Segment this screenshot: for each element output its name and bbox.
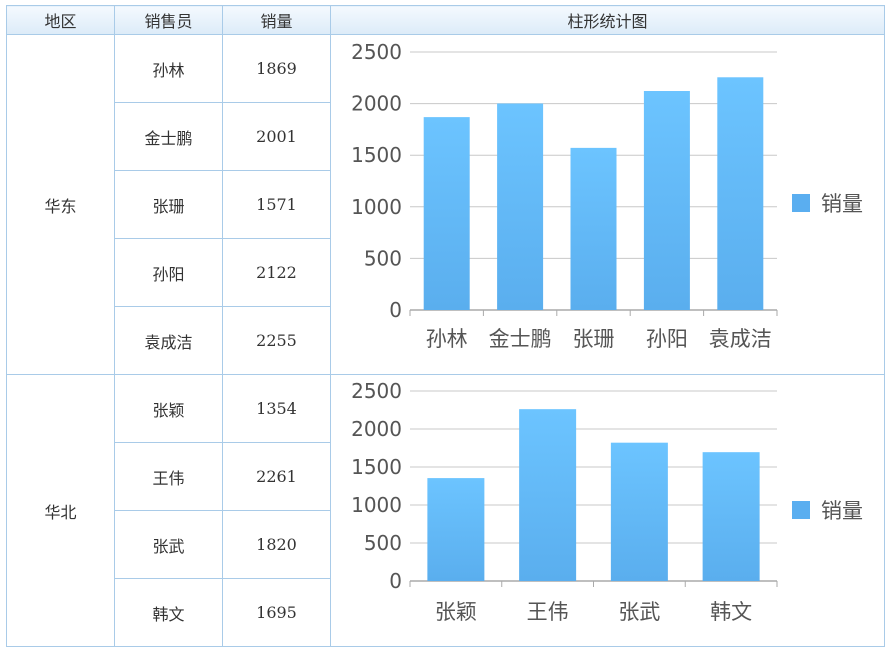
header-region: 地区	[6, 5, 115, 35]
region-cell: 华北	[6, 374, 115, 647]
bar	[643, 90, 690, 310]
region-cell: 华东	[6, 34, 115, 375]
x-category-label: 孙阳	[646, 327, 688, 351]
bar	[423, 116, 470, 310]
x-category-label: 张珊	[573, 327, 615, 351]
x-category-label: 张武	[618, 600, 660, 624]
sales-cell: 2261	[222, 442, 331, 511]
sales-cell: 1695	[222, 578, 331, 647]
sales-report-table: 地区 销售员 销量 柱形统计图 华东 孙林 1869 0 500 1000 1500 2…	[6, 5, 885, 647]
y-tick-label: 500	[364, 246, 402, 270]
bar	[570, 147, 617, 310]
x-category-label: 张颖	[435, 600, 477, 624]
y-tick-label: 1500	[351, 143, 402, 167]
header-chart: 柱形统计图	[330, 5, 885, 35]
table-row: 华东 孙林 1869 0 500 1000 1500 2000 2500 孙林 金士鹏 张珊 孙阳…	[6, 34, 885, 375]
y-tick-label: 1500	[351, 455, 402, 479]
y-tick-label: 2000	[351, 91, 402, 115]
sales-cell: 2001	[222, 102, 331, 171]
y-tick-label: 2500	[351, 379, 402, 403]
table-row: 袁成洁 2255	[7, 306, 885, 375]
salesperson-cell: 张珊	[114, 170, 223, 239]
sales-cell: 1354	[222, 374, 331, 443]
table-row: 张武 1820	[7, 510, 885, 579]
legend-label: 销量	[821, 499, 863, 523]
table-row: 张珊 1571	[7, 170, 885, 239]
bar-chart-north: 0 500 1000 1500 2000 2500 张颖 王伟 张武 韩文 销量	[351, 379, 863, 624]
salesperson-cell: 孙阳	[114, 238, 223, 307]
table-row: 韩文 1695	[7, 578, 885, 647]
bar	[610, 442, 668, 581]
y-tick-label: 2000	[351, 417, 402, 441]
x-category-label: 王伟	[527, 600, 569, 624]
sales-cell: 1571	[222, 170, 331, 239]
bar	[497, 102, 544, 310]
x-category-label: 孙林	[426, 327, 468, 351]
header-sales: 销量	[222, 5, 331, 35]
salesperson-cell: 金士鹏	[114, 102, 223, 171]
y-tick-label: 1000	[351, 493, 402, 517]
y-tick-label: 2500	[351, 40, 402, 64]
chart-cell-east: 0 500 1000 1500 2000 2500 孙林 金士鹏 张珊 孙阳 袁成洁 销量	[330, 34, 885, 375]
bar	[702, 451, 760, 581]
bar	[519, 408, 577, 581]
salesperson-cell: 韩文	[114, 578, 223, 647]
salesperson-cell: 袁成洁	[114, 306, 223, 375]
x-category-label: 金士鹏	[489, 327, 552, 351]
salesperson-cell: 孙林	[114, 34, 223, 103]
y-tick-label: 0	[389, 569, 402, 593]
bar-chart-east: 0 500 1000 1500 2000 2500 孙林 金士鹏 张珊 孙阳 袁成洁 销量	[351, 40, 863, 351]
sales-cell: 1869	[222, 34, 331, 103]
table-row: 王伟 2261	[7, 442, 885, 511]
sales-cell: 2122	[222, 238, 331, 307]
legend-label: 销量	[821, 192, 863, 216]
header-row: 地区 销售员 销量 柱形统计图	[6, 5, 885, 35]
legend-swatch	[792, 193, 810, 212]
sales-cell: 2255	[222, 306, 331, 375]
salesperson-cell: 王伟	[114, 442, 223, 511]
x-category-label: 袁成洁	[709, 327, 772, 351]
table-row: 华北 张颖 1354 0 500 1000 1500 2000 2500 张颖 王伟 张武 韩文销…	[6, 374, 885, 647]
bar	[717, 76, 764, 310]
legend-swatch	[792, 500, 810, 519]
y-tick-label: 500	[364, 531, 402, 555]
salesperson-cell: 张武	[114, 510, 223, 579]
header-salesperson: 销售员	[114, 5, 223, 35]
y-tick-label: 0	[389, 298, 402, 322]
y-tick-label: 1000	[351, 194, 402, 218]
chart-cell-north: 0 500 1000 1500 2000 2500 张颖 王伟 张武 韩文 销量	[330, 374, 885, 647]
bar	[427, 477, 485, 581]
sales-cell: 1820	[222, 510, 331, 579]
salesperson-cell: 张颖	[114, 374, 223, 443]
x-category-label: 韩文	[710, 600, 752, 624]
